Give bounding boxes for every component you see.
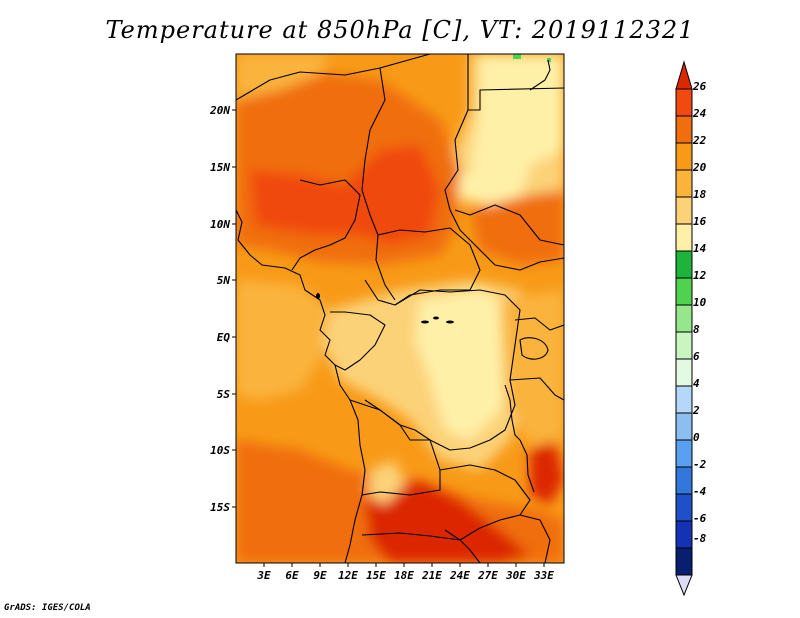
lat-label-5s: 5S — [216, 388, 230, 401]
lake-victoria — [519, 337, 549, 360]
border-car — [364, 227, 481, 306]
border-nile-top — [529, 59, 551, 91]
colorbar-swatch — [675, 385, 693, 414]
colorbar-swatch — [675, 142, 693, 171]
colorbar-swatch — [675, 115, 693, 144]
border-chad-sudan — [444, 109, 564, 271]
lat-label-10s: 10S — [210, 444, 230, 457]
colorbar-bottom-arrow — [675, 574, 693, 597]
border-east — [514, 317, 564, 331]
lon-label-18e: 18E — [394, 569, 414, 582]
colorbar-label-neg4: -4 — [693, 485, 707, 498]
field-cream-congo — [415, 290, 525, 440]
coastline-west — [236, 209, 366, 563]
border-angola — [349, 399, 441, 496]
colorbar-label-0: 0 — [693, 431, 700, 444]
lon-label-15e: 15E — [366, 569, 386, 582]
colorbar-label-neg8: -8 — [693, 532, 707, 545]
colorbar-label-26: 26 — [693, 80, 707, 93]
colorbar-swatch — [675, 331, 693, 360]
colorbar-swatch — [675, 412, 693, 441]
grads-credit: GrADS: IGES/COLA — [4, 603, 91, 613]
map-frame — [235, 53, 565, 564]
colorbar-label-2: 2 — [693, 404, 700, 417]
colorbar — [675, 60, 693, 597]
colorbar-label-4: 4 — [693, 377, 700, 390]
colorbar-label-14: 14 — [693, 242, 707, 255]
lat-label-15n: 15N — [210, 161, 230, 174]
border-nigeria — [291, 179, 361, 271]
colorbar-swatch — [675, 358, 693, 387]
axis-ticks — [232, 109, 545, 567]
lat-label-20n: 20N — [210, 104, 230, 117]
colorbar-label-20: 20 — [693, 161, 707, 174]
lon-label-30e: 30E — [506, 569, 526, 582]
colorbar-label-12: 12 — [693, 269, 707, 282]
field-amber-atlantic — [236, 280, 330, 400]
lat-label-eq: EQ — [216, 331, 230, 344]
border-gabon-congo — [330, 311, 386, 371]
lon-label-21e: 21E — [422, 569, 442, 582]
field-hot-central — [250, 145, 440, 245]
lon-label-6e: 6E — [285, 569, 299, 582]
colorbar-swatch — [675, 277, 693, 306]
border-sudan-south — [454, 204, 564, 246]
field-deep-east — [530, 440, 564, 505]
colorbar-swatch — [675, 169, 693, 198]
colorbar-swatch — [675, 439, 693, 468]
colorbar-swatch — [675, 466, 693, 495]
colorbar-label-22: 22 — [693, 134, 707, 147]
colorbar-label-neg6: -6 — [693, 512, 707, 525]
lake-marks — [316, 293, 454, 324]
border-drc — [364, 289, 521, 451]
field-cream-sudan — [455, 165, 530, 205]
field-green-patch — [513, 54, 521, 59]
colorbar-swatch — [675, 547, 693, 576]
border-tanzania — [509, 377, 564, 401]
colorbar-label-24: 24 — [693, 107, 707, 120]
lon-label-27e: 27E — [478, 569, 498, 582]
field-cream-northeast — [470, 54, 564, 180]
colorbar-swatch — [675, 196, 693, 225]
colorbar-label-neg2: -2 — [693, 458, 707, 471]
border-namibia-botswana — [361, 532, 481, 563]
lake-malawi — [519, 439, 535, 493]
country-borders — [236, 54, 564, 563]
colorbar-label-6: 6 — [693, 350, 700, 363]
colorbar-swatch — [675, 520, 693, 549]
border-sahara — [236, 54, 431, 101]
lake-tanganyika — [504, 384, 521, 441]
colorbar-swatch — [675, 304, 693, 333]
border-niger-chad — [361, 67, 396, 301]
temperature-field — [236, 54, 564, 563]
lat-label-5n: 5N — [216, 274, 230, 287]
field-deep-south — [365, 480, 530, 563]
colorbar-top-arrow — [675, 60, 693, 90]
lon-label-33e: 33E — [534, 569, 554, 582]
colorbar-swatch — [675, 250, 693, 279]
lon-label-9e: 9E — [313, 569, 327, 582]
colorbar-swatch — [675, 493, 693, 522]
colorbar-label-8: 8 — [693, 323, 700, 336]
field-green-patch-2 — [547, 58, 551, 62]
lon-label-24e: 24E — [450, 569, 470, 582]
lon-label-3e: 3E — [257, 569, 271, 582]
lat-label-10n: 10N — [210, 218, 230, 231]
lon-label-12e: 12E — [338, 569, 358, 582]
map-title: Temperature at 850hPa [C], VT: 201911232… — [105, 16, 695, 44]
border-zimbabwe-moz — [519, 514, 551, 563]
colorbar-label-18: 18 — [693, 188, 707, 201]
border-zambia — [439, 464, 531, 541]
lat-label-15s: 15S — [210, 501, 230, 514]
colorbar-label-10: 10 — [693, 296, 707, 309]
border-libya-egypt — [467, 54, 564, 111]
colorbar-label-16: 16 — [693, 215, 707, 228]
field-hot-east — [470, 190, 564, 265]
colorbar-swatch — [675, 88, 693, 117]
colorbar-swatch — [675, 223, 693, 252]
